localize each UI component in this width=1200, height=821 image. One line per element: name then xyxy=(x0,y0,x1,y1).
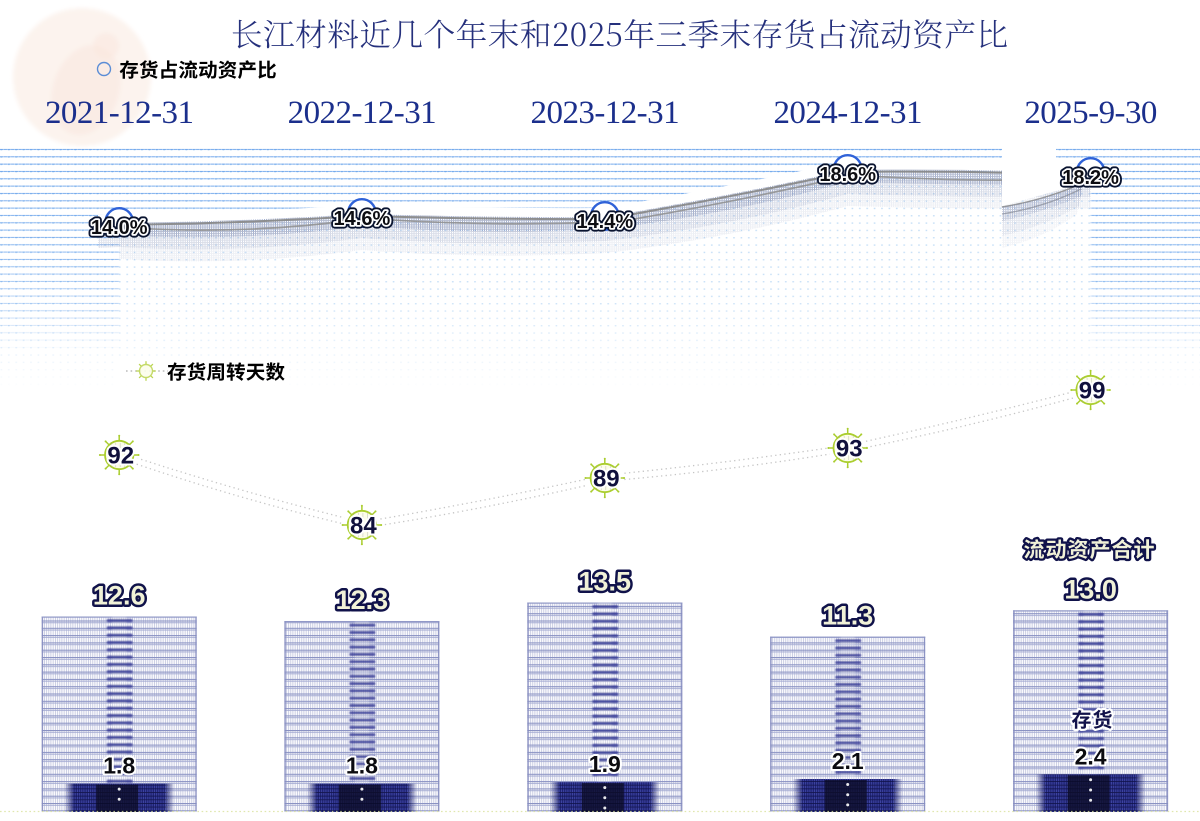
svg-text:18.6%: 18.6% xyxy=(819,164,876,186)
svg-text:92: 92 xyxy=(107,443,134,470)
svg-text:1.9: 1.9 xyxy=(589,751,621,777)
svg-text:89: 89 xyxy=(593,466,620,493)
svg-text:14.6%: 14.6% xyxy=(334,208,391,230)
svg-text:1.8: 1.8 xyxy=(346,753,378,779)
svg-text:18.2%: 18.2% xyxy=(1062,167,1119,189)
svg-text:2022-12-31: 2022-12-31 xyxy=(288,95,436,131)
svg-text:13.0: 13.0 xyxy=(1064,574,1117,604)
svg-text:93: 93 xyxy=(836,436,863,463)
svg-text:12.6: 12.6 xyxy=(93,580,146,610)
svg-text:2.1: 2.1 xyxy=(832,748,864,774)
svg-text:14.6%: 14.6% xyxy=(334,208,391,230)
svg-text:14.0%: 14.0% xyxy=(91,217,148,239)
svg-text:2024-12-31: 2024-12-31 xyxy=(773,95,921,131)
svg-text:13.5: 13.5 xyxy=(579,567,632,597)
svg-text:18.2%: 18.2% xyxy=(1062,167,1119,189)
svg-text:84: 84 xyxy=(350,513,377,540)
svg-text:2.4: 2.4 xyxy=(1075,743,1107,769)
svg-text:99: 99 xyxy=(1079,378,1106,405)
svg-text:12.3: 12.3 xyxy=(336,585,389,615)
svg-text:14.4%: 14.4% xyxy=(576,211,633,233)
svg-text:14.0%: 14.0% xyxy=(91,217,148,239)
svg-text:14.4%: 14.4% xyxy=(576,211,633,233)
svg-text:2025-9-30: 2025-9-30 xyxy=(1024,95,1157,131)
svg-text:2021-12-31: 2021-12-31 xyxy=(45,95,193,131)
svg-text:1.8: 1.8 xyxy=(103,753,135,779)
svg-text:2023-12-31: 2023-12-31 xyxy=(531,95,679,131)
svg-text:18.6%: 18.6% xyxy=(819,164,876,186)
svg-text:11.3: 11.3 xyxy=(822,601,873,631)
